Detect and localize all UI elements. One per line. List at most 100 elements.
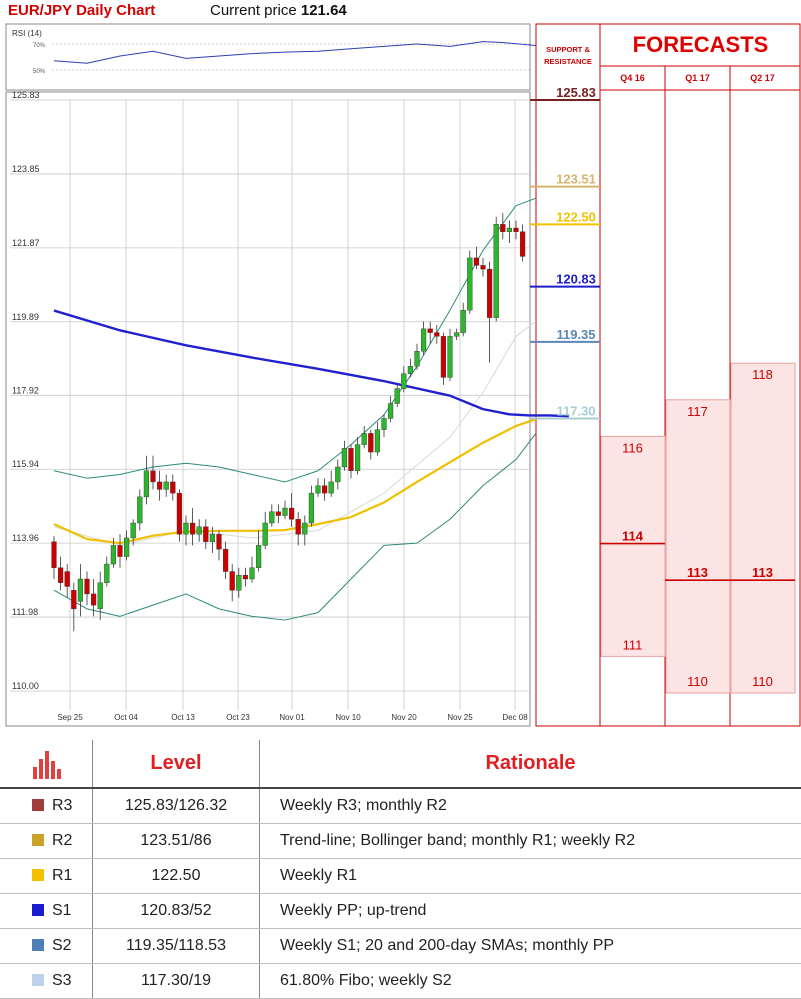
candle-body [388, 404, 393, 419]
candle-body [263, 523, 268, 545]
candle-body [223, 549, 228, 571]
x-tick-label: Nov 25 [447, 713, 473, 722]
table-row: S1 120.83/52 Weekly PP; up-trend [0, 894, 801, 929]
level-color-swatch [32, 869, 44, 881]
forecast-high-label: 118 [752, 367, 773, 382]
candle-body [210, 534, 215, 541]
level-color-swatch [32, 834, 44, 846]
x-tick-label: Sep 25 [57, 713, 83, 722]
forecast-range-band [666, 400, 730, 693]
level-value: 119.35/118.53 [93, 929, 260, 964]
x-tick-label: Oct 13 [171, 713, 195, 722]
y-tick-label: 125.83 [12, 90, 40, 100]
series-layer [54, 198, 569, 620]
y-tick-label: 117.92 [12, 385, 39, 395]
candle-body [494, 224, 499, 317]
candle-body [151, 471, 156, 482]
x-tick-label: Dec 08 [502, 713, 528, 722]
candle-body [65, 572, 70, 587]
x-tick-label: Nov 20 [391, 713, 417, 722]
y-tick-label: 121.87 [12, 238, 40, 248]
candle-body [329, 482, 334, 493]
rsi-label: RSI (14) [12, 29, 42, 38]
x-tick-label: Nov 01 [279, 713, 305, 722]
forecast-low-label: 110 [687, 674, 708, 689]
sr-level-label: 125.83 [556, 85, 596, 100]
candle-body [408, 366, 413, 373]
rationale-header: Rationale [260, 740, 801, 788]
candle-body [190, 523, 195, 534]
table-row: S3 117.30/19 61.80% Fibo; weekly S2 [0, 964, 801, 999]
level-name: S2 [52, 937, 72, 954]
forecasts-title: FORECASTS [600, 32, 801, 58]
candle-layer [52, 213, 525, 631]
y-tick-label: 115.94 [12, 459, 39, 469]
level-name-cell: R2 [0, 824, 93, 859]
rsi-line [54, 42, 536, 64]
candle-body [118, 545, 123, 556]
level-name-cell: R3 [0, 788, 93, 824]
level-name-cell: R1 [0, 859, 93, 894]
candle-body [236, 575, 241, 590]
y-tick-label: 119.89 [12, 312, 39, 322]
rsi-panel-frame [6, 24, 530, 90]
candle-body [144, 471, 149, 497]
x-tick-label: Nov 10 [335, 713, 361, 722]
rsi-layer: RSI (14)70%50% [12, 29, 536, 75]
forecast-low-label: 111 [623, 637, 643, 652]
candle-body [98, 583, 103, 609]
forecast-low-label: 110 [752, 674, 773, 689]
candle-body [428, 329, 433, 333]
candle-body [322, 486, 327, 493]
candle-body [256, 545, 261, 567]
forecast-mid-label: 113 [752, 565, 773, 580]
candle-body [368, 433, 373, 452]
x-tick-label: Oct 04 [114, 713, 138, 722]
level-rationale: Weekly R3; monthly R2 [260, 788, 801, 824]
candle-body [421, 329, 426, 351]
candle-body [137, 497, 142, 523]
sr-level-label: 122.50 [556, 209, 596, 224]
candle-body [349, 448, 354, 470]
sr-level-label: 117.30 [556, 403, 595, 418]
level-rationale: Trend-line; Bollinger band; monthly R1; … [260, 824, 801, 859]
table-row: R1 122.50 Weekly R1 [0, 859, 801, 894]
candle-body [296, 519, 301, 534]
level-value: 117.30/19 [93, 964, 260, 999]
candle-body [481, 265, 486, 269]
candle-body [177, 493, 182, 534]
forecast-mid-label: 113 [687, 565, 708, 580]
candle-body [104, 564, 109, 583]
level-color-swatch [32, 799, 44, 811]
forecast-high-label: 116 [622, 440, 643, 455]
candle-body [276, 512, 281, 516]
candle-body [362, 433, 367, 444]
level-name: R2 [52, 832, 72, 849]
grid-layer: 125.83123.85121.87119.89117.92115.94113.… [10, 90, 530, 722]
level-name: R3 [52, 797, 72, 814]
sr-level-label: 119.35 [556, 327, 595, 342]
candle-body [52, 542, 57, 568]
level-value: 120.83/52 [93, 894, 260, 929]
candle-body [230, 572, 235, 591]
current-price-label: Current price [210, 2, 297, 19]
candle-body [184, 523, 189, 534]
candle-body [250, 568, 255, 579]
forecast-quarter-label: Q2 17 [750, 73, 775, 83]
y-tick-label: 110.00 [12, 681, 39, 691]
candle-body [157, 482, 162, 489]
level-name: S1 [52, 902, 72, 919]
forecast-high-label: 117 [687, 404, 708, 419]
candle-body [375, 430, 380, 452]
chart-title: EUR/JPY Daily Chart [8, 2, 155, 19]
candle-body [461, 310, 466, 332]
candle-body [434, 333, 439, 337]
candle-body [111, 545, 116, 564]
candle-body [71, 590, 76, 609]
candle-body [415, 351, 420, 366]
rsi-level-label: 50% [33, 69, 46, 75]
forecast-quarter-label: Q1 17 [685, 73, 710, 83]
level-value: 122.50 [93, 859, 260, 894]
sr-level-label: 123.51 [556, 172, 596, 187]
